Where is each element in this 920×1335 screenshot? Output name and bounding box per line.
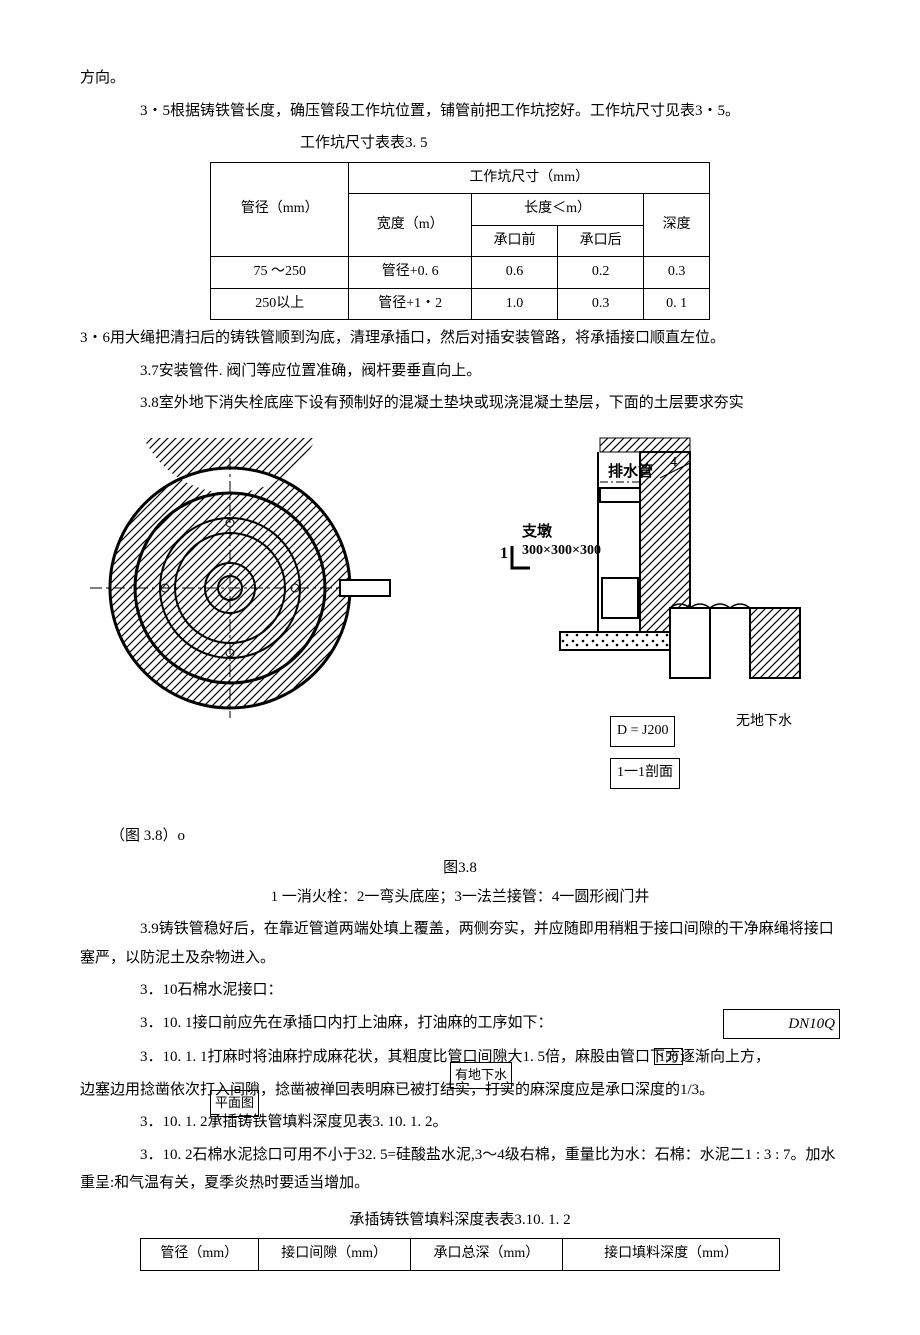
t310-h2: 接口间隙（mm）: [258, 1239, 410, 1271]
para-fangxiang: 方向。: [80, 64, 840, 93]
t35-h-length: 长度＜m）: [471, 194, 643, 226]
table310-caption: 承插铸铁管填料深度表表3.10. 1. 2: [80, 1206, 840, 1235]
table-3-5: 管径（mm） 工作坑尺寸（mm） 宽度（m） 长度＜m） 深度 承口前 承口后 …: [210, 162, 710, 321]
box-dn: DN10Q: [723, 1009, 840, 1040]
para-3-9: 3.9铸铁管稳好后，在靠近管道两端处填上覆盖，两侧夯实，并应随即用稍粗于接口间隙…: [80, 915, 840, 972]
fig-title: 图3.8: [80, 854, 840, 883]
table-row: 75 ～250 管径+0. 6 0.6 0.2 0.3: [211, 257, 710, 289]
t35-h-pipe: 管径（mm）: [211, 162, 349, 257]
t35-cell: 0. 1: [644, 288, 710, 320]
t35-h-width: 宽度（m）: [349, 194, 472, 257]
t35-cell: 0.3: [558, 288, 644, 320]
para-3-10-1-wrap: DN10Q 3．10. 1接口前应先在承插口内打上油麻，打油麻的工序如下：: [80, 1009, 840, 1040]
box-d: D = J200: [610, 716, 675, 747]
para-3-8: 3.8室外地下消失栓底座下设有预制好的混凝土垫块或现浇混凝土垫层，下面的土层要求…: [80, 389, 840, 418]
drain-label: 排水管: [608, 462, 653, 480]
plan-view-svg: [80, 438, 420, 738]
fig-ref: （图 3.8）o: [80, 822, 840, 851]
para-3-6: 3・6用大绳把清扫后的铸铁管顺到沟底，清理承插口，然后对插安装管路，将承插接口顺…: [80, 324, 840, 353]
t35-cell: 75 ～250: [211, 257, 349, 289]
t35-cell: 0.2: [558, 257, 644, 289]
svg-text:300×300×300: 300×300×300: [522, 543, 601, 558]
t35-cell: 0.6: [471, 257, 557, 289]
para-3-7: 3.7安装管件. 阀门等应位置准确，阀杆要垂直向上。: [80, 357, 840, 386]
section2-svg: [660, 578, 820, 708]
t310-h3: 承口总深（mm）: [410, 1239, 562, 1271]
t35-h-group: 工作坑尺寸（mm）: [349, 162, 710, 194]
para-3-5: 3・5根据铸铁管长度，确压管段工作坑位置，铺管前把工作坑挖好。工作坑尺寸见表3・…: [80, 97, 840, 126]
table-3-10-1-2: 管径（mm） 接口间隙（mm） 承口总深（mm） 接口填料深度（mm）: [140, 1238, 780, 1271]
t35-h-depth: 深度: [644, 194, 710, 257]
para-3-10-1: 3．10. 1接口前应先在承插口内打上油麻，打油麻的工序如下：: [140, 1015, 553, 1031]
t310-h4: 接口填料深度（mm）: [563, 1239, 780, 1271]
t35-cell: 1.0: [471, 288, 557, 320]
t35-h-front: 承口前: [471, 225, 557, 257]
box-plan: 平面图: [210, 1090, 259, 1117]
para-3-10: 3．10石棉水泥接口：: [80, 976, 840, 1005]
svg-text:支墩: 支墩: [521, 522, 553, 540]
t35-cell: 250以上: [211, 288, 349, 320]
box-150: 150: [654, 1048, 684, 1065]
para-3-10-1-2: 3．10. 1. 2承插铸铁管填料深度见表3. 10. 1. 2。: [80, 1108, 840, 1137]
t310-h1: 管径（mm）: [141, 1239, 259, 1271]
fig-legend: 1 一消火栓：2一弯头底座；3一法兰接管：4一圆形阀门井: [80, 883, 840, 912]
para-3-10-2: 3．10. 2石棉水泥捻口可用不小于32. 5=硅酸盐水泥,3〜4级右棉，重量比…: [80, 1141, 840, 1198]
t35-cell: 管径+1・2: [349, 288, 472, 320]
table35-caption: 工作坑尺寸表表3. 5: [180, 129, 840, 158]
box-section: 1一1剖面: [610, 758, 680, 789]
svg-text:1: 1: [500, 545, 508, 562]
box-nowater: 无地下水: [730, 708, 798, 737]
table-row: 250以上 管径+1・2 1.0 0.3 0. 1: [211, 288, 710, 320]
svg-text:4: 4: [670, 455, 677, 470]
t35-cell: 0.3: [644, 257, 710, 289]
t35-h-back: 承口后: [558, 225, 644, 257]
para-3-10-1-1b: 边塞边用捻凿依次打入间隙，捻凿被禅回表明麻已被打结实，打实的麻深度应是承口深度的…: [80, 1082, 714, 1098]
t35-cell: 管径+0. 6: [349, 257, 472, 289]
figure-3-8: 1 排水管 4 支墩 300×300×300 D = J200 无地下水 1一1…: [80, 438, 840, 818]
box-haswater: 有地下水: [450, 1062, 512, 1089]
